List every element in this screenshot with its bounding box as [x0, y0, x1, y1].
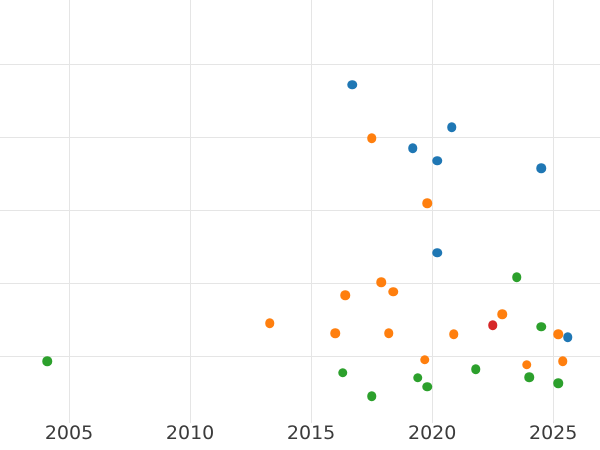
data-point-orange-series: [388, 286, 399, 297]
x-tick-label-2010: 2010: [165, 422, 215, 444]
data-point-green-series: [553, 378, 563, 388]
data-point-orange-series: [553, 329, 563, 339]
gridline-x-2010: [190, 0, 192, 423]
data-point-green-series: [470, 364, 481, 374]
data-point-orange-series: [376, 277, 387, 287]
gridline-x-2020: [432, 0, 434, 423]
gridline-y-4: [0, 136, 600, 138]
data-point-green-series: [42, 356, 52, 366]
gridline-x-2015: [311, 0, 313, 423]
data-point-orange-series: [366, 133, 377, 143]
data-point-blue-series: [562, 332, 573, 342]
data-point-red-series: [487, 320, 498, 331]
data-point-orange-series: [558, 356, 568, 366]
data-point-green-series: [536, 322, 546, 332]
data-point-blue-series: [408, 143, 418, 154]
x-tick-label-2005: 2005: [44, 422, 94, 444]
gridline-y-5: [0, 63, 600, 65]
gridline-y-1: [0, 356, 600, 357]
data-point-orange-series: [521, 360, 532, 370]
gridline-x-2025: [553, 0, 555, 423]
data-point-blue-series: [347, 79, 358, 90]
data-point-orange-series: [340, 290, 350, 301]
data-point-orange-series: [330, 328, 341, 339]
data-point-blue-series: [432, 248, 442, 258]
gridline-y-2: [0, 282, 600, 284]
data-point-orange-series: [449, 329, 459, 339]
data-point-green-series: [366, 391, 377, 401]
data-point-orange-series: [497, 309, 508, 320]
data-point-blue-series: [446, 122, 457, 132]
data-point-green-series: [412, 373, 423, 383]
data-point-orange-series: [422, 198, 433, 208]
x-tick-label-2025: 2025: [529, 422, 578, 444]
data-point-green-series: [524, 372, 534, 382]
data-point-green-series: [337, 368, 348, 378]
data-point-green-series: [422, 381, 433, 392]
gridline-y-3: [0, 209, 600, 211]
data-point-orange-series: [383, 328, 394, 339]
data-point-blue-series: [536, 163, 546, 173]
gridline-x-2005: [69, 0, 70, 423]
data-point-green-series: [512, 272, 522, 282]
x-tick-label-2020: 2020: [408, 422, 457, 444]
data-point-orange-series: [420, 354, 430, 365]
x-tick-label-2015: 2015: [286, 422, 336, 444]
data-point-blue-series: [432, 156, 442, 166]
data-point-orange-series: [265, 318, 275, 328]
